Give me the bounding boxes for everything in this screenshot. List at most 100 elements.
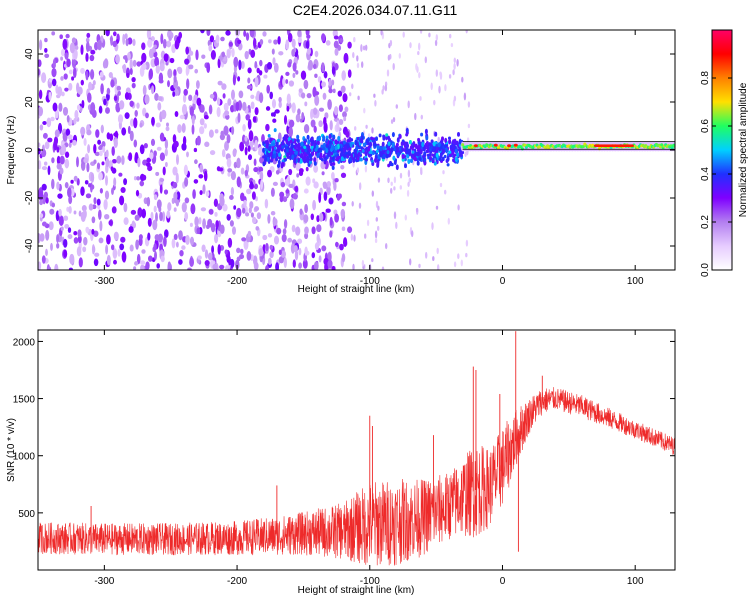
heatmap-cell xyxy=(105,157,110,168)
heatmap-cell xyxy=(44,53,50,58)
heatmap-cell xyxy=(239,141,245,152)
heatmap-cell xyxy=(374,157,377,163)
heatmap-cell xyxy=(405,127,409,134)
heatmap-cell xyxy=(252,216,257,224)
heatmap-cell xyxy=(78,210,82,217)
heatmap-cell xyxy=(66,115,70,123)
heatmap-cell xyxy=(250,212,254,218)
heatmap-cell xyxy=(110,244,115,251)
heatmap-cell xyxy=(305,176,311,186)
heatmap-cell xyxy=(402,31,405,38)
heatmap-cell xyxy=(291,154,295,160)
heatmap-cell xyxy=(250,94,255,99)
heatmap-cell xyxy=(306,144,310,151)
heatmap-cell xyxy=(324,156,328,162)
heatmap-cell xyxy=(473,144,478,148)
heatmap-cell xyxy=(217,58,221,69)
heatmap-cell xyxy=(76,246,82,257)
heatmap-cell xyxy=(200,207,207,212)
heatmap-cell xyxy=(92,80,96,86)
heatmap-cell xyxy=(160,255,165,263)
heatmap-cell xyxy=(106,254,111,266)
heatmap-cell xyxy=(176,154,179,165)
heatmap-cell xyxy=(435,69,438,77)
heatmap-cell xyxy=(70,179,74,184)
heatmap-cell xyxy=(178,259,183,265)
heatmap-cell xyxy=(411,150,415,154)
heatmap-cell xyxy=(105,175,108,186)
heatmap-cell xyxy=(272,118,277,123)
snr-line xyxy=(38,387,675,566)
heatmap-cell xyxy=(187,267,192,270)
heatmap-cell xyxy=(424,128,428,135)
heatmap-cell xyxy=(113,132,119,137)
heatmap-cell xyxy=(113,177,117,187)
heatmap-cell xyxy=(631,144,634,147)
heatmap-cell xyxy=(109,133,114,142)
heatmap-cell xyxy=(196,80,200,89)
heatmap-cell xyxy=(401,153,405,160)
heatmap-cell xyxy=(305,166,309,172)
heatmap-cell xyxy=(247,154,253,161)
heatmap-cell xyxy=(74,109,79,120)
heatmap-cell xyxy=(228,41,233,47)
heatmap-cell xyxy=(314,242,320,251)
heatmap-cell xyxy=(267,257,272,266)
heatmap-cell xyxy=(116,85,122,91)
heatmap-cell xyxy=(219,133,226,141)
heatmap-cell xyxy=(416,160,420,166)
heatmap-cell xyxy=(247,77,251,84)
heatmap-cell xyxy=(331,66,336,75)
heatmap-cell xyxy=(170,32,174,39)
heatmap-cell xyxy=(237,112,241,124)
heatmap-cell xyxy=(143,142,148,149)
heatmap-cell xyxy=(127,52,131,61)
heatmap-cell xyxy=(311,252,316,259)
heatmap-cell xyxy=(278,256,285,264)
heatmap-cell xyxy=(297,108,301,116)
heatmap-cell xyxy=(292,259,296,268)
heatmap-cell xyxy=(203,115,209,120)
heatmap-cell xyxy=(339,243,344,251)
heatmap-cell xyxy=(291,224,296,233)
heatmap-cell xyxy=(184,177,189,187)
heatmap-cell xyxy=(261,133,265,144)
heatmap-cell xyxy=(150,211,154,221)
heatmap-cell xyxy=(229,194,234,201)
heatmap-cell xyxy=(376,145,380,150)
heatmap-cell xyxy=(387,54,391,61)
heatmap-cell xyxy=(303,188,309,194)
heatmap-cell xyxy=(353,234,356,242)
heatmap-cell xyxy=(77,235,82,244)
colorbar-tick-label: 0.6 xyxy=(700,119,711,133)
heatmap-cell xyxy=(91,228,95,235)
heatmap-cell xyxy=(89,69,95,80)
heatmap-cell xyxy=(390,146,394,153)
heatmap-cell xyxy=(289,139,293,144)
heatmap-cell xyxy=(425,251,428,259)
heatmap-cell xyxy=(250,49,256,58)
heatmap-cell xyxy=(182,94,187,103)
heatmap-cell xyxy=(226,134,231,144)
heatmap-cell xyxy=(384,84,388,92)
heatmap-cell xyxy=(181,104,188,115)
heatmap-cell xyxy=(373,93,376,98)
heatmap-cell xyxy=(327,99,332,110)
heatmap-cell xyxy=(97,139,102,145)
heatmap-cell xyxy=(225,30,231,36)
heatmap-cell xyxy=(112,40,118,48)
heatmap-cell xyxy=(247,104,251,116)
heatmap-cell xyxy=(184,197,190,204)
heatmap-cell xyxy=(421,141,425,148)
heatmap-cell xyxy=(194,159,198,165)
heatmap-cell xyxy=(321,171,325,176)
heatmap-cell xyxy=(266,84,271,94)
heatmap-cell xyxy=(88,203,94,211)
heatmap-cell xyxy=(209,150,216,156)
heatmap-cell xyxy=(439,140,443,144)
heatmap-cell xyxy=(153,44,157,49)
heatmap-cell xyxy=(56,181,60,190)
heatmap-cell xyxy=(435,34,438,41)
y-tick-label: 1500 xyxy=(13,395,36,406)
